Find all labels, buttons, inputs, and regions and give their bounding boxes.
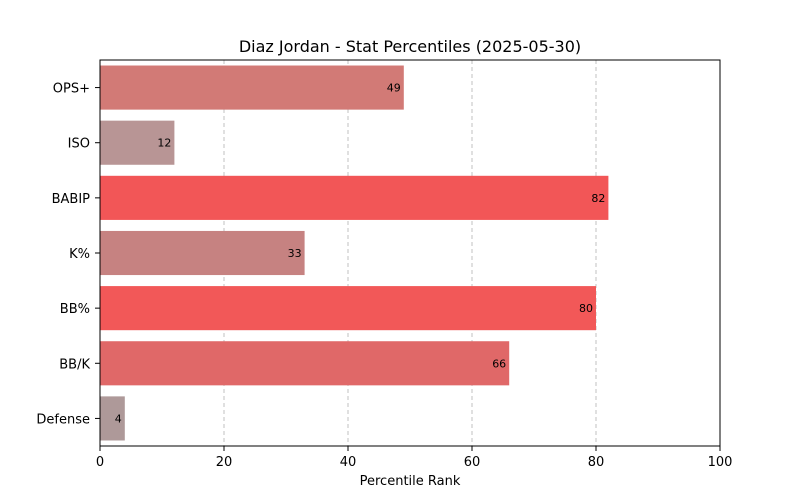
bar-value-label: 82 [591,192,605,205]
x-tick-label: 60 [464,455,481,470]
chart-title: Diaz Jordan - Stat Percentiles (2025-05-… [239,37,581,56]
bar [100,286,596,331]
bar [100,175,609,220]
bar [100,341,510,386]
y-category-label: Defense [36,412,90,427]
bar [100,65,404,110]
y-category-label: OPS+ [53,82,90,97]
x-tick-label: 80 [588,455,605,470]
y-category-label: BABIP [52,192,91,207]
bar [100,120,175,165]
x-tick-label: 20 [216,455,233,470]
bar-value-label: 66 [492,357,506,370]
bar-value-label: 4 [115,412,122,425]
y-category-label: ISO [68,137,90,152]
x-tick-label: 0 [96,455,104,470]
bar-value-label: 80 [579,302,593,315]
x-axis-label: Percentile Rank [360,474,461,489]
bar-value-label: 12 [157,137,171,150]
bar-value-label: 49 [387,82,401,95]
x-tick-label: 100 [708,455,733,470]
x-tick-label: 40 [340,455,357,470]
y-category-label: K% [69,247,90,262]
bar-value-label: 33 [288,247,302,260]
bar [100,230,305,276]
y-category-label: BB/K [59,357,90,372]
y-category-label: BB% [60,302,90,317]
bar [100,396,125,441]
